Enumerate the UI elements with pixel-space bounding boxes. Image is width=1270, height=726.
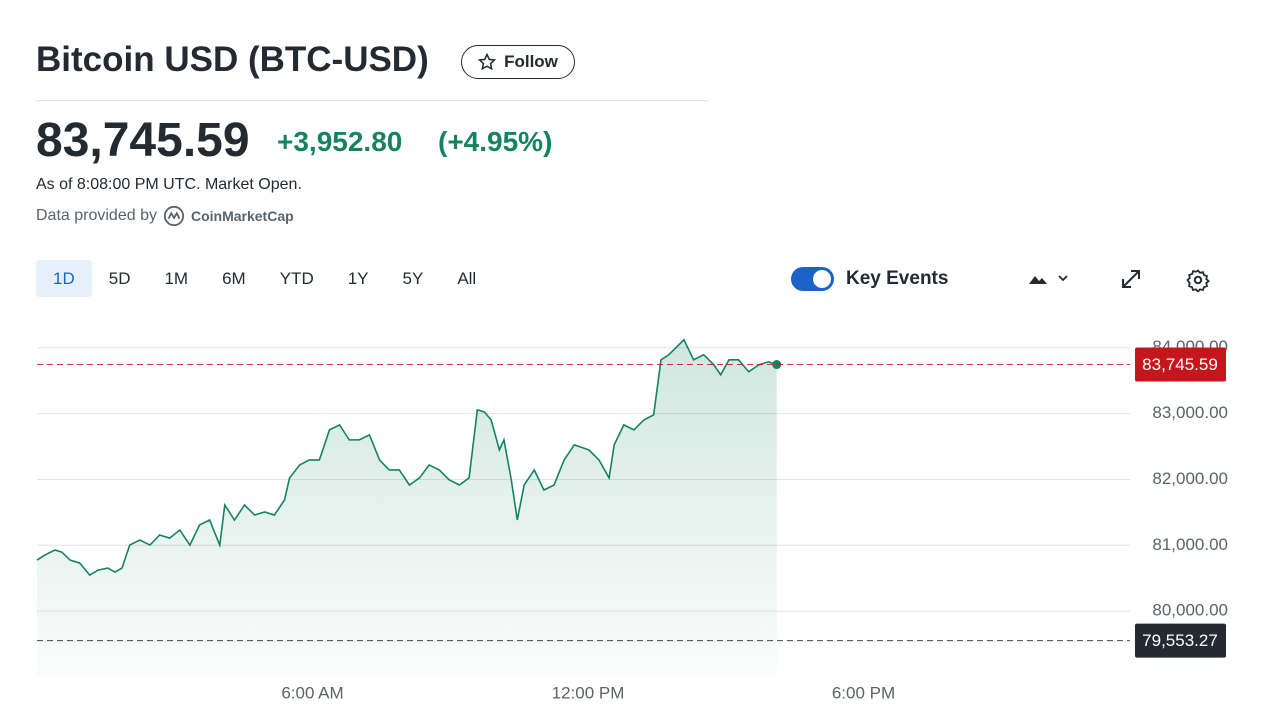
provider: Data provided by CoinMarketCap	[36, 205, 294, 227]
chart-type-menu[interactable]	[1028, 270, 1072, 290]
provider-logo	[163, 205, 185, 227]
x-tick-label: 6:00 PM	[832, 683, 895, 702]
change-pct: (+4.95%)	[438, 126, 553, 157]
change: +3,952.80	[277, 126, 403, 157]
price: 83,745.59	[36, 114, 250, 167]
divider	[36, 100, 708, 101]
star-icon	[478, 53, 497, 71]
settings-icon[interactable]	[1186, 268, 1210, 292]
y-tick-label: 81,000.00	[1152, 535, 1228, 554]
key-events-label: Key Events	[846, 268, 949, 289]
expand-icon[interactable]	[1120, 268, 1142, 290]
provider-name: CoinMarketCap	[190, 208, 294, 224]
follow-label: Follow	[504, 52, 558, 71]
range-tab[interactable]: YTD	[279, 268, 314, 288]
reference-label-box	[1135, 623, 1226, 658]
y-tick-label: 80,000.00	[1152, 601, 1228, 620]
reference-label-box	[1135, 347, 1226, 382]
range-tab[interactable]: 5D	[108, 268, 131, 288]
area	[37, 339, 777, 677]
reference-label: 79,553.27	[1142, 631, 1218, 650]
price-line	[36, 338, 777, 577]
range-tab[interactable]: All	[457, 268, 477, 288]
x-tick-label: 12:00 PM	[552, 683, 625, 702]
y-tick-label: 82,000.00	[1152, 469, 1228, 488]
reference-label: 83,745.59	[1142, 355, 1218, 374]
as-of: As of 8:08:00 PM UTC. Market Open.	[36, 176, 302, 193]
range-tab[interactable]: 1M	[164, 268, 189, 288]
x-tick-label: 6:00 AM	[281, 683, 343, 702]
provider-text: Data provided by	[36, 207, 157, 224]
key-events-toggle[interactable]	[790, 266, 836, 292]
follow-button[interactable]: Follow	[461, 45, 575, 79]
title: Bitcoin USD (BTC-USD)	[36, 40, 429, 79]
last-point	[772, 360, 782, 370]
range-tab[interactable]: 5Y	[402, 268, 424, 288]
range-tabs: 1D 5D 1M 6M YTD 1Y 5Y All	[36, 260, 493, 297]
y-tick-label: 83,000.00	[1152, 403, 1228, 422]
range-tab[interactable]: 1Y	[347, 268, 369, 288]
range-tab[interactable]: 6M	[222, 268, 246, 288]
range-tab[interactable]: 1D	[36, 260, 92, 297]
